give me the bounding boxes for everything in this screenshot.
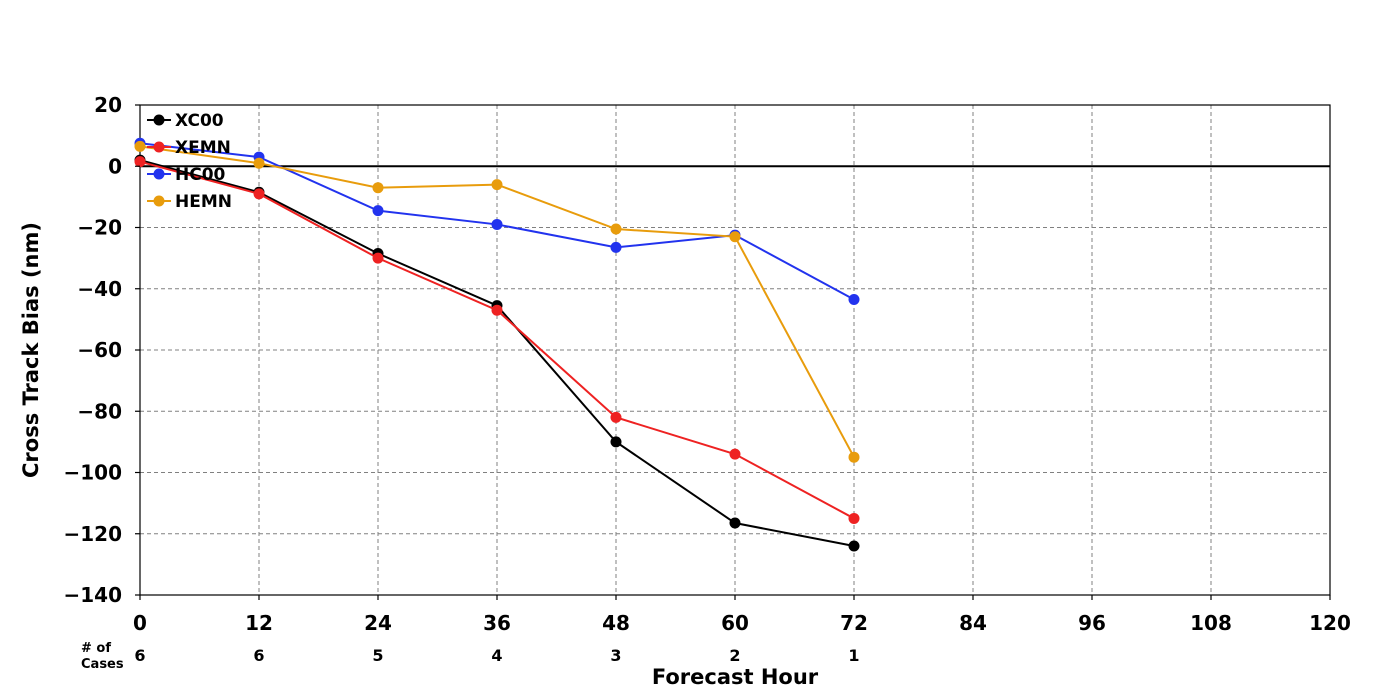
data-point-hemn	[134, 140, 146, 152]
data-point-hc00	[848, 293, 860, 305]
cases-count: 1	[848, 646, 859, 665]
y-tick-label: 20	[94, 93, 122, 117]
legend-label-xemn: XEMN	[175, 138, 231, 158]
x-tick-label: 48	[602, 611, 630, 635]
cases-count: 5	[372, 646, 383, 665]
data-point-xc00	[848, 540, 860, 552]
x-tick-label: 0	[133, 611, 147, 635]
x-tick-label: 60	[721, 611, 749, 635]
data-point-hc00	[372, 205, 384, 217]
y-tick-label: −60	[77, 338, 122, 362]
data-point-hemn	[491, 179, 503, 191]
y-tick-label: 0	[108, 154, 122, 178]
data-point-hemn	[253, 157, 265, 169]
x-tick-label: 36	[483, 611, 511, 635]
cases-label-line2: Cases	[81, 657, 124, 672]
data-point-hc00	[491, 218, 503, 230]
x-axis-title: Forecast Hour	[652, 665, 819, 689]
legend-marker-hc00	[153, 168, 165, 180]
y-tick-label: −80	[77, 399, 122, 423]
x-tick-label: 24	[364, 611, 392, 635]
y-tick-label: −140	[63, 583, 122, 607]
y-tick-label: −100	[63, 461, 122, 485]
cases-count: 6	[253, 646, 264, 665]
cases-count: 3	[610, 646, 621, 665]
legend-label-xc00: XC00	[175, 111, 224, 131]
data-point-xemn	[491, 304, 503, 316]
y-tick-label: −20	[77, 216, 122, 240]
data-point-hemn	[372, 182, 384, 194]
y-axis-title: Cross Track Bias (nm)	[19, 222, 43, 478]
cases-row: 6 6 5 4 3 2 1	[134, 646, 859, 665]
cases-count: 6	[134, 646, 145, 665]
y-tick-label: −40	[77, 277, 122, 301]
data-point-hc00	[610, 241, 622, 253]
legend-label-hc00: HC00	[175, 165, 226, 185]
cases-label-line1: # of	[81, 641, 111, 656]
cases-count: 2	[729, 646, 740, 665]
data-point-hemn	[610, 223, 622, 235]
data-point-xemn	[848, 512, 860, 524]
cases-count: 4	[491, 646, 502, 665]
x-tick-label: 108	[1190, 611, 1232, 635]
x-tick-label: 120	[1309, 611, 1351, 635]
data-point-xemn	[134, 156, 146, 168]
x-axis-ticks: 0 12 24 36 48 60 72 84 96 108 120	[133, 595, 1351, 635]
y-tick-label: −120	[63, 522, 122, 546]
legend-marker-xc00	[153, 114, 165, 126]
data-point-xemn	[372, 252, 384, 264]
data-point-xc00	[610, 436, 622, 448]
legend-marker-hemn	[153, 195, 165, 207]
data-point-xc00	[729, 517, 741, 529]
y-axis-ticks: 20 0 −20 −40 −60 −80 −100 −120 −140	[63, 93, 140, 607]
legend-label-hemn: HEMN	[175, 192, 232, 212]
data-point-xemn	[729, 448, 741, 460]
series-layer	[134, 137, 860, 552]
data-point-xemn	[610, 411, 622, 423]
legend-marker-xemn	[153, 141, 165, 153]
grid-lines	[140, 105, 1330, 595]
data-point-xemn	[253, 188, 265, 200]
data-point-hemn	[848, 451, 860, 463]
x-tick-label: 96	[1078, 611, 1106, 635]
x-tick-label: 84	[959, 611, 987, 635]
x-tick-label: 72	[840, 611, 868, 635]
legend: XC00 XEMN HC00 HEMN	[147, 111, 232, 212]
data-point-hemn	[729, 231, 741, 243]
x-tick-label: 12	[245, 611, 273, 635]
